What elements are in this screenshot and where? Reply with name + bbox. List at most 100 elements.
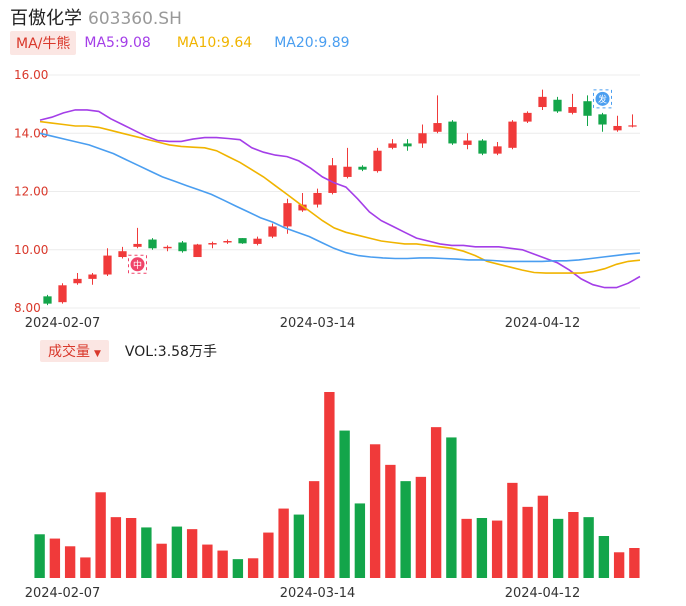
volume-bar (385, 464, 396, 578)
stock-name: 百傲化学 (10, 8, 82, 29)
candle (238, 238, 247, 244)
volume-bar (598, 536, 610, 578)
volume-x-axis: 2024-02-07 2024-03-14 2024-04-12 (25, 586, 581, 601)
candle (223, 239, 232, 244)
candle-body (208, 243, 217, 245)
candle-body (118, 251, 127, 258)
candle-body (328, 165, 337, 193)
stock-header: 百傲化学 603360.SH (10, 4, 182, 30)
volume-bar (49, 538, 61, 578)
candle (328, 158, 337, 195)
candle-body (268, 226, 277, 237)
x-tick-label: 2024-04-12 (505, 586, 581, 601)
candle (163, 245, 172, 252)
candle-body (73, 278, 82, 284)
volume-bar (293, 514, 305, 578)
ma20-line (39, 132, 641, 263)
volume-bar (476, 518, 488, 578)
volume-bar (568, 512, 579, 578)
caret-down-icon: ▼ (94, 349, 101, 359)
x-tick-label: 2024-04-12 (505, 316, 581, 331)
volume-bar (613, 552, 625, 578)
price-y-axis: 16.00 14.00 12.00 10.00 8.00 (14, 68, 48, 315)
volume-bar (552, 518, 564, 578)
y-tick-label: 16.00 (14, 68, 48, 82)
y-tick-label: 14.00 (14, 126, 48, 140)
volume-bar (186, 529, 198, 578)
candle-body (193, 244, 202, 258)
volume-bar (110, 517, 122, 578)
volume-bar (461, 518, 472, 578)
volume-bar (95, 492, 106, 578)
candle (403, 139, 412, 151)
candle-body (178, 242, 187, 252)
candle (358, 165, 367, 172)
candle (583, 95, 592, 126)
candle-body (373, 150, 382, 172)
volume-bar (522, 506, 533, 578)
candle (493, 141, 502, 156)
y-tick-label: 10.00 (14, 243, 48, 257)
marker-label: 发 (598, 93, 607, 105)
candle-body (613, 125, 622, 131)
candle-body (253, 238, 262, 244)
ma20-label: MA20:9.89 (274, 35, 350, 51)
candle (148, 238, 157, 250)
candle (508, 120, 517, 150)
candle (103, 248, 112, 276)
volume-legend: 成交量 ▼ VOL:3.58万手 (40, 340, 217, 362)
candle (313, 188, 322, 208)
candle (628, 114, 637, 128)
candle-body (403, 143, 412, 147)
candle-body (478, 140, 487, 154)
candle (133, 227, 142, 249)
volume-bar (171, 526, 183, 578)
marker-zhong: 中 (128, 254, 147, 274)
volume-chart: 2024-02-07 2024-03-14 2024-04-12 (25, 392, 640, 601)
volume-bar (507, 482, 518, 578)
candle (58, 283, 67, 304)
candle (463, 133, 472, 150)
candle-body (88, 274, 97, 279)
candle (598, 112, 607, 132)
candle-body (583, 101, 592, 116)
candle-body (418, 133, 427, 144)
x-tick-label: 2024-03-14 (280, 316, 356, 331)
candle-body (598, 114, 607, 125)
ma-indicator-selector[interactable]: MA/牛熊 (10, 31, 77, 55)
candle (613, 115, 622, 132)
volume-bar (446, 437, 457, 578)
marker-dot (595, 91, 610, 106)
candle (478, 139, 487, 156)
volume-bar (583, 517, 594, 578)
volume-bar (34, 534, 45, 578)
volume-bar (80, 557, 91, 578)
volume-bar (202, 544, 213, 578)
candle (538, 89, 547, 110)
volume-bar (263, 532, 274, 578)
volume-bar (308, 481, 320, 578)
ma10-line (39, 120, 641, 274)
volume-indicator-selector[interactable]: 成交量 ▼ (40, 340, 109, 362)
candle-body (148, 239, 157, 249)
candle (373, 147, 382, 173)
candle (448, 120, 457, 145)
ma10-label: MA10:9.64 (176, 35, 253, 51)
candle-body (223, 241, 232, 243)
volume-bar (369, 444, 381, 578)
candle (88, 273, 97, 285)
volume-value: VOL:3.58万手 (124, 344, 217, 360)
candle-body (568, 107, 577, 113)
volume-bar (629, 548, 640, 578)
candle (388, 139, 397, 150)
y-tick-label: 12.00 (14, 185, 48, 199)
volume-tag-label: 成交量 (48, 344, 90, 360)
candle-body (388, 143, 397, 148)
candle-body (238, 238, 247, 244)
y-tick-label: 8.00 (14, 301, 41, 315)
candle (253, 236, 262, 246)
volume-bar (141, 527, 152, 578)
candle (523, 111, 532, 124)
candle (553, 96, 562, 113)
